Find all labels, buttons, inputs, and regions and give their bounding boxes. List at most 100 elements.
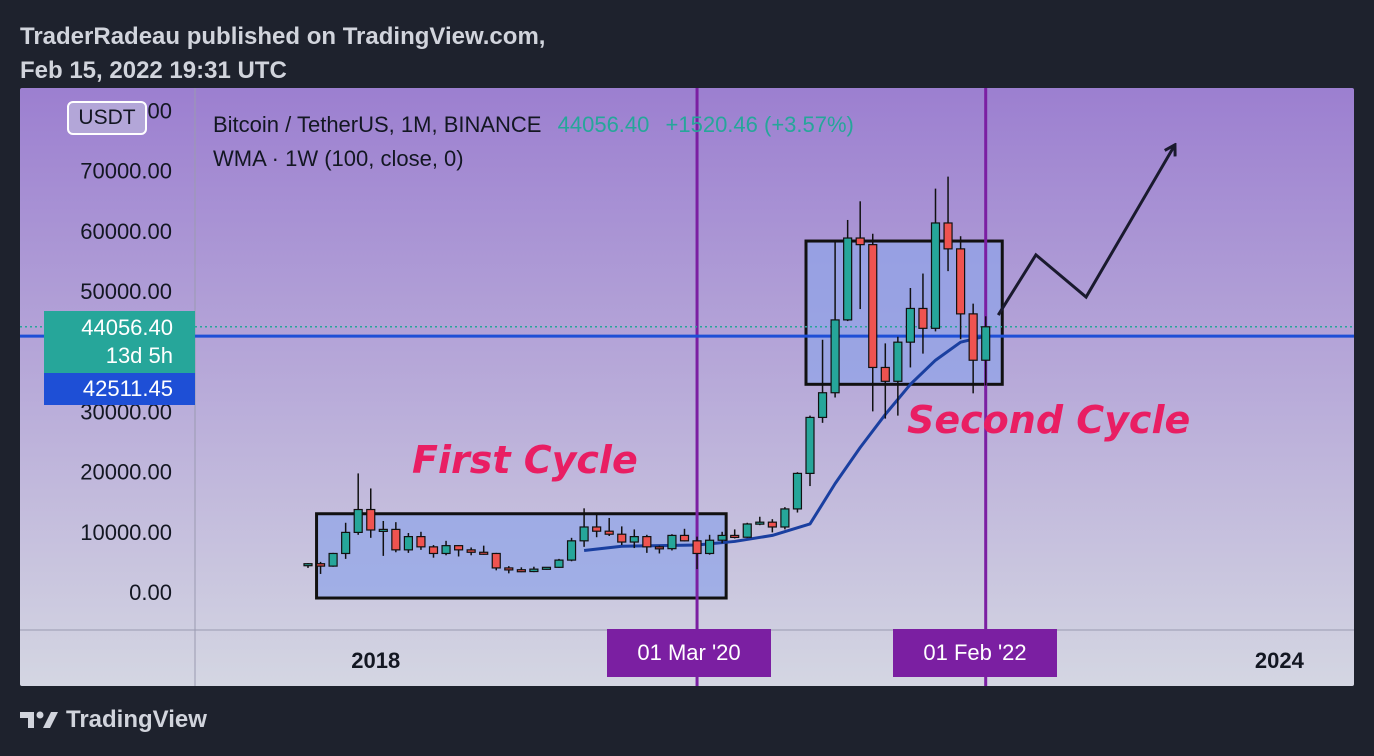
candle (416, 531, 426, 550)
last-price-value: 44056.40 (81, 315, 173, 340)
candle-body (315, 563, 326, 567)
candle (679, 528, 690, 542)
x-tick-label: 2018 (351, 648, 400, 673)
currency-badge[interactable]: USDT (67, 101, 147, 135)
candle (554, 558, 564, 568)
candle-body (667, 534, 677, 550)
candle-body (692, 540, 702, 555)
candle (893, 336, 903, 416)
candle-body (604, 530, 614, 535)
chart-canvas[interactable]: 0.0010000.0020000.0030000.0040000.005000… (20, 88, 1354, 686)
candle-body (491, 552, 501, 569)
candle (516, 567, 526, 573)
candle (880, 343, 890, 419)
candle (629, 529, 639, 549)
publish-info: TraderRadeau published on TradingView.co… (20, 20, 545, 88)
candle-body (981, 326, 991, 361)
candle-body (504, 567, 514, 571)
candle-body (918, 307, 928, 329)
date-tag-feb-2022: 01 Feb '22 (893, 629, 1057, 677)
candle (303, 563, 313, 568)
y-tick-label: 50000.00 (80, 279, 172, 304)
candle (843, 219, 853, 322)
candle (541, 566, 552, 570)
candle (905, 287, 916, 368)
candle (667, 534, 677, 551)
indicator-legend[interactable]: WMA · 1W (100, close, 0) (213, 146, 464, 171)
publish-date-line: Feb 15, 2022 19:31 UTC (20, 57, 287, 84)
first-cycle-label: First Cycle (412, 438, 638, 482)
candle-body (516, 569, 526, 573)
candle-body (868, 244, 878, 369)
date-tag-mar-2020: 01 Mar '20 (607, 629, 771, 677)
tradingview-logo-icon (20, 711, 58, 728)
candle-body (403, 536, 413, 551)
candle (755, 516, 765, 526)
candle (466, 547, 476, 556)
candle-body (943, 222, 953, 250)
cycle-box-1 (315, 512, 728, 600)
candle (918, 273, 928, 354)
candle (805, 415, 815, 487)
candle (378, 520, 388, 556)
candle (479, 545, 489, 555)
candle-body (780, 508, 790, 528)
candle (830, 240, 840, 398)
candle-body (391, 528, 401, 551)
candle (930, 188, 941, 332)
second-cycle-label: Second Cycle (907, 398, 1190, 442)
candle (792, 472, 803, 513)
candle-body (880, 366, 890, 382)
candle-body (303, 563, 313, 567)
candle (943, 176, 953, 272)
candle (704, 534, 715, 555)
candle (604, 517, 614, 537)
candle-body (366, 508, 376, 531)
candle (491, 552, 501, 571)
candle-body (554, 559, 564, 568)
candle (717, 531, 727, 544)
candle-body (642, 536, 652, 548)
candle-body (730, 534, 740, 539)
candle-body (654, 546, 665, 550)
y-tick-label: 0.00 (129, 580, 172, 605)
candle-body (466, 549, 476, 553)
candle-body (566, 540, 577, 561)
x-tick-label: 2024 (1255, 648, 1305, 673)
candle-body (830, 319, 840, 394)
candle-body (428, 546, 439, 555)
candle (642, 534, 652, 553)
projection-arrow (996, 147, 1174, 316)
candle-body (930, 222, 941, 329)
candle-body (742, 523, 752, 538)
candle (742, 522, 752, 538)
candle (981, 316, 991, 386)
footer-brand[interactable]: TradingView (20, 704, 207, 736)
symbol-legend[interactable]: Bitcoin / TetherUS, 1M, BINANCE 44056.40… (213, 112, 854, 138)
candle (955, 236, 966, 340)
candle-body (755, 521, 765, 525)
candle-body (629, 536, 639, 543)
symbol-name: Bitcoin / TetherUS, 1M, BINANCE (213, 112, 542, 137)
candle (504, 566, 514, 574)
wma-line (583, 334, 987, 552)
publish-author-line: TraderRadeau published on TradingView.co… (20, 23, 546, 50)
candle-body (717, 534, 727, 541)
candle-body (592, 526, 602, 532)
wma-price-label: 42511.45 (44, 373, 195, 405)
candle-body (353, 508, 363, 534)
candle (441, 540, 451, 556)
candle-body (341, 531, 351, 555)
candle-body (541, 566, 552, 570)
candle (592, 512, 602, 538)
candle (579, 508, 589, 547)
candle (341, 522, 351, 559)
candle (780, 507, 790, 530)
legend-price: 44056.40 (557, 112, 650, 137)
y-tick-label: 10000.00 (80, 520, 172, 545)
last-price-label: 44056.40 13d 5h (44, 311, 195, 373)
candle-body (817, 392, 828, 419)
candle-body (378, 528, 388, 532)
candle (366, 488, 376, 538)
candle-body (843, 237, 853, 321)
